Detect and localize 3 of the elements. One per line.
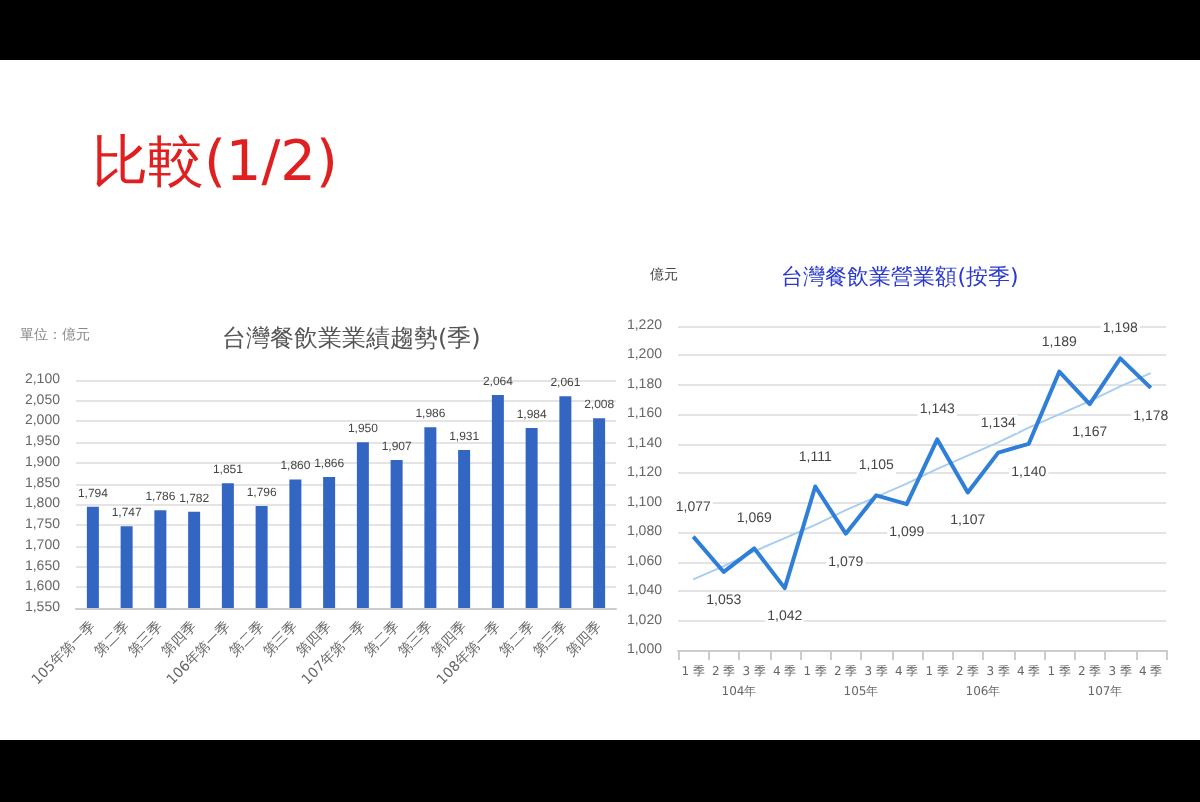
- chart-title: 台灣餐飲業營業額(按季): [781, 264, 1019, 290]
- text: 比較(1/2): [92, 126, 338, 198]
- chart-title: 台灣餐飲業業績趨勢(季): [222, 324, 481, 352]
